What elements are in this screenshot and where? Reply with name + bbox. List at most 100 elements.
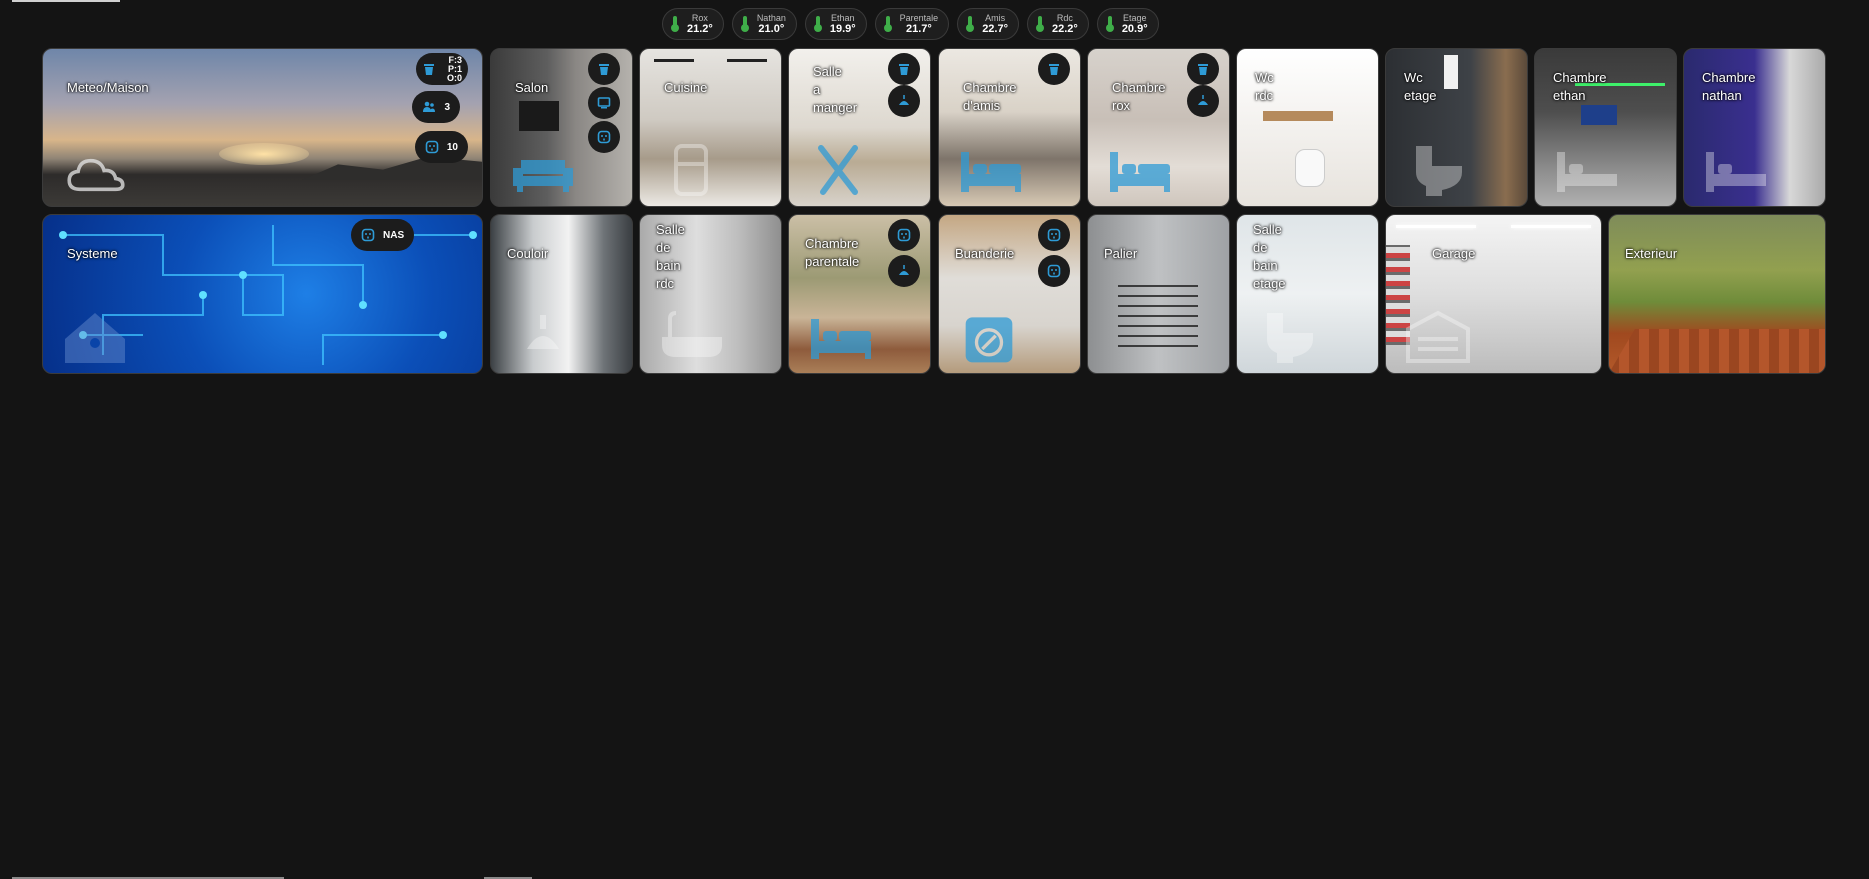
trash-button[interactable] [588, 53, 620, 85]
card-chambre-parentale[interactable]: Chambre parentale [788, 214, 931, 374]
chip-temp: 20.9° [1121, 23, 1148, 35]
trash-icon [599, 64, 609, 75]
thermometer-icon [671, 16, 679, 32]
ceiling-lamp-icon [1198, 95, 1208, 105]
card-chambre-nathan[interactable]: Chambre nathan [1683, 48, 1826, 207]
bottom-scroll-indicator [12, 877, 284, 879]
fpo-status-button[interactable]: F:3 P:1 O:0 [416, 53, 468, 85]
card-title: Chambre nathan [1702, 70, 1756, 103]
card-garage[interactable]: Garage [1385, 214, 1602, 374]
fpo-p: P:1 [447, 63, 462, 74]
thermometer-icon [1036, 16, 1044, 32]
chip-etage[interactable]: Etage 20.9° [1096, 8, 1159, 40]
trash-button[interactable] [1038, 53, 1070, 85]
chip-ethan[interactable]: Ethan 19.9° [804, 8, 867, 40]
card-couloir[interactable]: Couloir [490, 214, 633, 374]
card-title: Chambre parentale [805, 236, 860, 269]
card-title: Wc etage [1404, 70, 1437, 103]
outlet-button[interactable] [888, 219, 920, 251]
fpo-f: F:3 [448, 54, 463, 65]
chip-temp: 22.2° [1052, 23, 1078, 35]
card-title: Chambre rox [1112, 80, 1166, 113]
cutlery-icon [818, 145, 858, 195]
thermometer-icon [883, 16, 892, 32]
card-palier[interactable]: Palier [1087, 214, 1230, 374]
outlet-button[interactable] [588, 121, 620, 153]
chip-name: Rdc [1056, 13, 1073, 23]
lamp-button[interactable] [1187, 85, 1219, 117]
card-title: Salon [515, 80, 549, 95]
card-meteo-maison[interactable]: Meteo/Maison F:3 P:1 O:0 3 10 [42, 48, 483, 207]
ceiling-lamp-icon [899, 265, 909, 275]
card-salle-de-bain-rdc[interactable]: Salle de bain rdc [639, 214, 782, 374]
chip-temp: 22.7° [982, 23, 1008, 35]
card-chambre-amis[interactable]: Chambre d'amis [938, 48, 1081, 207]
card-buanderie[interactable]: Buanderie [938, 214, 1081, 374]
card-title: Systeme [67, 246, 118, 261]
card-title: Garage [1432, 246, 1476, 261]
card-chambre-rox[interactable]: Chambre rox [1087, 48, 1230, 207]
sofa-icon [513, 160, 573, 192]
chip-name: Nathan [756, 13, 786, 23]
devices-count-button[interactable]: 10 [414, 131, 468, 163]
card-title: Cuisine [664, 80, 708, 95]
bottom-scroll-indicator [484, 877, 532, 879]
outlet-icon [897, 228, 911, 242]
card-systeme[interactable]: Systeme NAS [42, 214, 483, 374]
thermometer-icon [813, 16, 822, 32]
card-salon[interactable]: Salon [490, 48, 633, 207]
lamp-button[interactable] [888, 255, 920, 287]
bed-icon [811, 319, 871, 359]
card-title: Salle a manger [813, 64, 858, 115]
home-assistant-icon [65, 313, 125, 363]
chip-amis[interactable]: Amis 22.7° [957, 8, 1019, 40]
trash-button[interactable] [888, 53, 920, 85]
chip-name: Rox [691, 13, 708, 23]
card-title: Salle de bain rdc [656, 222, 685, 291]
card-salle-de-bain-etage[interactable]: Salle de bain etage [1236, 214, 1379, 374]
card-chambre-ethan[interactable]: Chambre ethan [1534, 48, 1677, 207]
lamp-button[interactable] [888, 85, 920, 117]
cloud-icon [67, 158, 125, 192]
card-title: Exterieur [1625, 246, 1678, 261]
card-title: Salle de bain etage [1253, 222, 1286, 291]
chip-rdc[interactable]: Rdc 22.2° [1027, 8, 1089, 40]
chip-nathan[interactable]: Nathan 21.0° [731, 8, 797, 40]
card-title: Palier [1104, 246, 1138, 261]
tv-button[interactable] [588, 87, 620, 119]
chip-name: Parentale [899, 13, 939, 23]
chip-name: Etage [1122, 13, 1147, 23]
card-title: Wc rdc [1255, 70, 1274, 103]
room-grid: Meteo/Maison F:3 P:1 O:0 3 10 Salon [42, 48, 1826, 374]
card-title: Chambre d'amis [963, 80, 1017, 113]
people-count-button[interactable]: 3 [412, 91, 460, 123]
bed-icon [1706, 152, 1766, 192]
people-icon [423, 101, 436, 112]
trash-icon [899, 64, 909, 75]
nas-button[interactable]: NAS [351, 219, 415, 251]
card-exterieur[interactable]: Exterieur [1608, 214, 1826, 374]
devices-count: 10 [446, 141, 458, 153]
bed-icon [1557, 152, 1617, 192]
outlet-button[interactable] [1038, 219, 1070, 251]
temperature-chips: Rox 21.2° Nathan 21.0° Ethan 19.9° Parental… [662, 8, 1159, 40]
card-wc-rdc[interactable]: Wc rdc [1236, 48, 1379, 207]
trash-button[interactable] [1187, 53, 1219, 85]
bed-icon [1110, 152, 1170, 192]
fpo-o: O:0 [446, 72, 462, 83]
top-scroll-indicator [12, 0, 120, 2]
outlet-icon [1047, 264, 1061, 278]
garage-icon [1406, 310, 1470, 363]
chip-temp: 21.2° [687, 23, 713, 35]
card-wc-etage[interactable]: Wc etage [1385, 48, 1528, 207]
card-cuisine[interactable]: Cuisine [639, 48, 782, 207]
card-salle-a-manger[interactable]: Salle a manger [788, 48, 931, 207]
chip-rox[interactable]: Rox 21.2° [662, 8, 724, 40]
chip-temp: 21.7° [906, 23, 932, 35]
nas-label: NAS [383, 229, 405, 241]
circuit-pattern [59, 225, 477, 365]
outlet-button[interactable] [1038, 255, 1070, 287]
chip-parentale[interactable]: Parentale 21.7° [874, 8, 950, 40]
fpo-counts: F:3 P:1 O:0 [446, 54, 463, 83]
card-title: Meteo/Maison [67, 80, 149, 95]
